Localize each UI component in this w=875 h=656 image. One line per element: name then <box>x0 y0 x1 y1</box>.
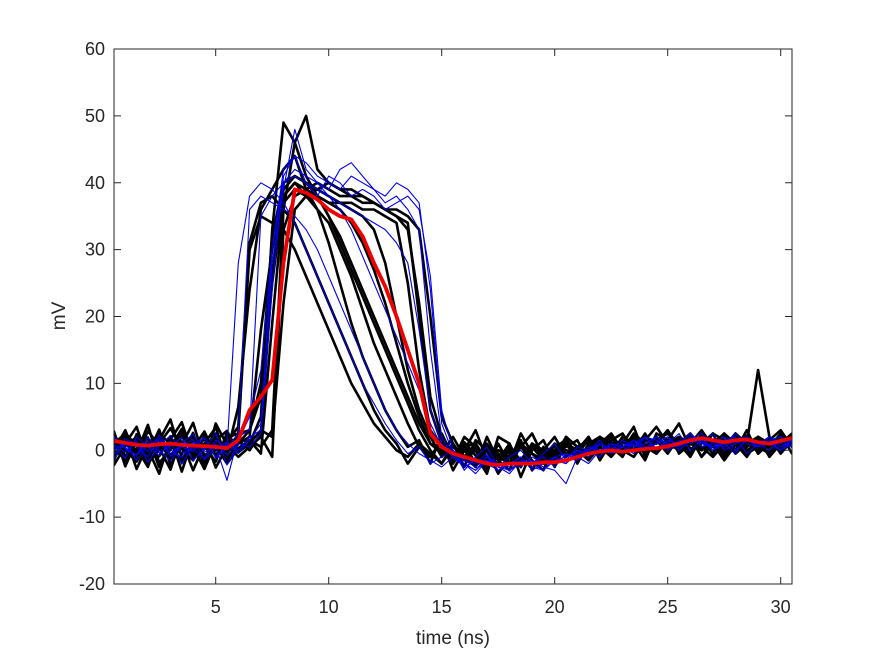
ticks <box>114 48 792 585</box>
trace-line-18 <box>114 175 792 471</box>
x-tick-label: 15 <box>432 597 452 617</box>
trace-line-19 <box>114 128 792 471</box>
y-tick-label: 40 <box>85 173 105 193</box>
x-axis-label: time (ns) <box>416 628 490 649</box>
y-tick-label: 20 <box>85 307 105 327</box>
y-tick-label: 30 <box>85 240 105 260</box>
x-tick-label: 5 <box>211 597 221 617</box>
y-axis-label: mV <box>49 301 70 330</box>
trace-line-10 <box>114 114 792 473</box>
y-tick-label: 10 <box>85 373 105 393</box>
y-tick-label: 60 <box>85 39 105 59</box>
mean-trace-line <box>114 187 792 467</box>
x-tick-label: 30 <box>771 597 791 617</box>
y-tick-label: -10 <box>79 507 105 527</box>
trace-line-9 <box>114 121 792 471</box>
x-tick-label: 25 <box>658 597 678 617</box>
traces <box>114 114 792 485</box>
y-tick-label: 50 <box>85 106 105 126</box>
x-tick-label: 20 <box>545 597 565 617</box>
tick-labels: 5 10 15 20 25 30 -20 -10 0 10 20 30 40 50 60 <box>79 39 791 617</box>
y-tick-label: -20 <box>79 574 105 594</box>
y-tick-label: 0 <box>95 440 105 460</box>
trace-line-16 <box>114 195 792 475</box>
x-tick-label: 10 <box>319 597 339 617</box>
axes-frame <box>113 48 793 585</box>
